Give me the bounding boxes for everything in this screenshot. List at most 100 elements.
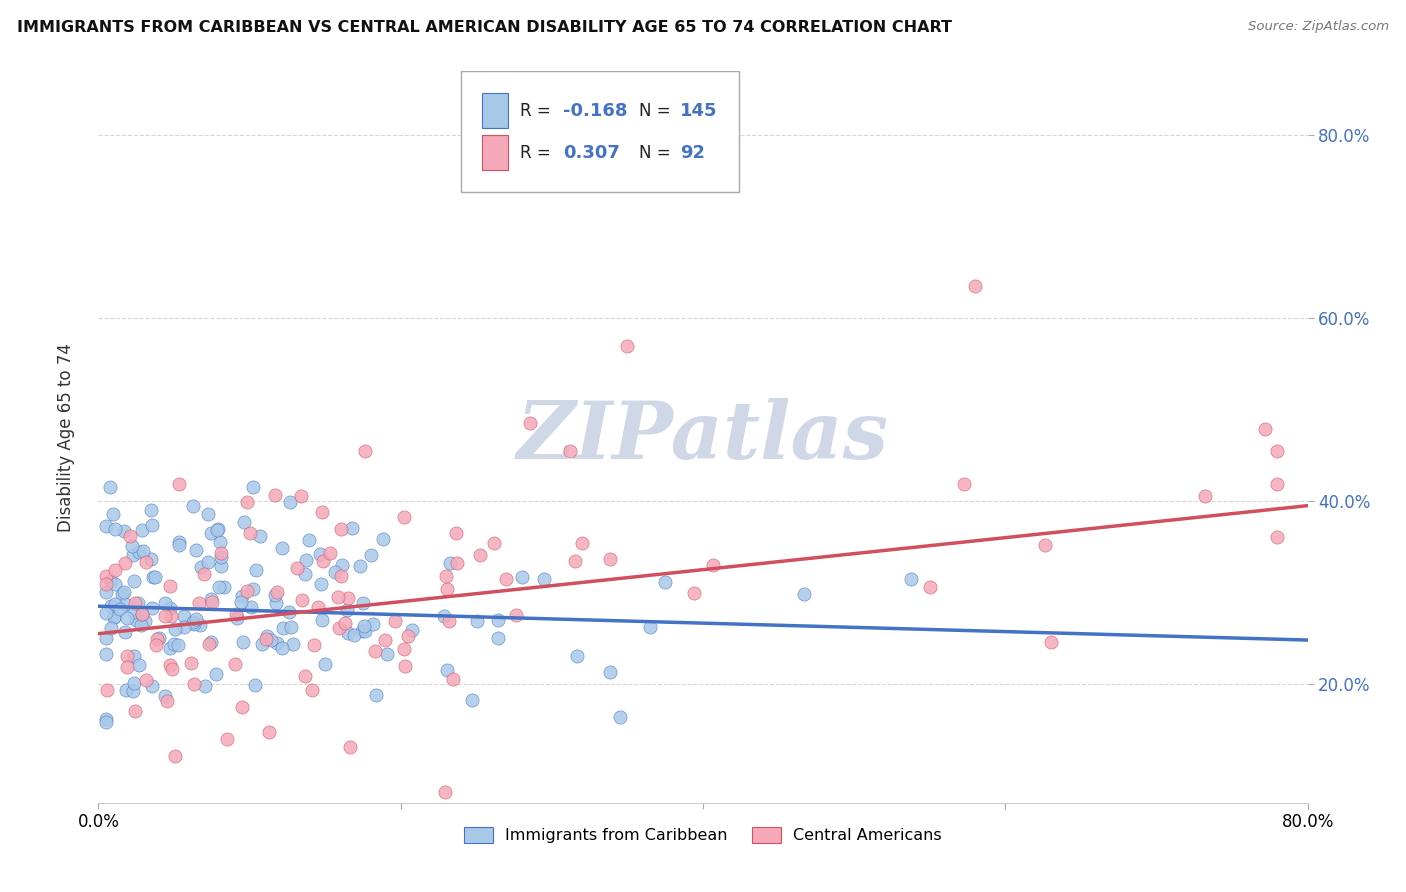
- Point: [361, 617, 384, 632]
- Point: [94, 632, 117, 646]
- Point: [965, 279, 987, 293]
- Point: [328, 621, 350, 635]
- Point: [312, 554, 335, 568]
- Legend: Immigrants from Caribbean, Central Americans: Immigrants from Caribbean, Central Ameri…: [457, 821, 949, 850]
- Point: [155, 608, 177, 623]
- Point: [366, 688, 388, 702]
- Point: [307, 600, 329, 615]
- Point: [181, 499, 204, 513]
- Point: [486, 614, 509, 628]
- Point: [280, 620, 302, 634]
- Point: [143, 570, 166, 584]
- Point: [159, 579, 181, 593]
- Point: [281, 637, 304, 651]
- Point: [127, 596, 149, 610]
- Point: [298, 533, 321, 548]
- Point: [326, 591, 349, 605]
- Point: [159, 658, 181, 673]
- Point: [953, 477, 976, 491]
- Point: [314, 657, 336, 671]
- Point: [257, 725, 280, 739]
- Point: [793, 587, 815, 601]
- Point: [599, 551, 621, 566]
- Point: [401, 624, 423, 638]
- Point: [124, 676, 146, 690]
- Point: [231, 589, 253, 603]
- Point: [232, 634, 254, 648]
- Point: [208, 535, 231, 549]
- Text: N =: N =: [638, 102, 676, 120]
- Point: [114, 556, 136, 570]
- Point: [510, 570, 533, 584]
- Point: [131, 523, 153, 537]
- Point: [135, 673, 157, 688]
- Point: [135, 555, 157, 569]
- Point: [167, 477, 190, 491]
- Point: [461, 692, 484, 706]
- Point: [124, 605, 146, 619]
- Point: [295, 553, 318, 567]
- Point: [250, 637, 273, 651]
- Point: [160, 609, 183, 624]
- Point: [236, 495, 259, 509]
- Point: [156, 694, 179, 708]
- Point: [599, 665, 621, 680]
- Point: [433, 608, 456, 623]
- Point: [125, 613, 148, 627]
- Point: [200, 595, 222, 609]
- Point: [519, 416, 541, 430]
- Point: [96, 683, 118, 698]
- Text: 92: 92: [681, 144, 704, 161]
- Point: [1033, 538, 1056, 552]
- Point: [468, 548, 491, 562]
- Point: [266, 585, 288, 599]
- Point: [141, 600, 163, 615]
- Point: [285, 561, 308, 575]
- Point: [153, 689, 176, 703]
- Point: [339, 740, 361, 755]
- Point: [104, 598, 127, 612]
- Point: [115, 660, 138, 674]
- Point: [505, 607, 527, 622]
- Point: [153, 596, 176, 610]
- Point: [495, 572, 517, 586]
- Point: [200, 525, 222, 540]
- Point: [141, 679, 163, 693]
- Point: [702, 558, 724, 573]
- Point: [239, 526, 262, 541]
- Point: [139, 502, 162, 516]
- Point: [242, 582, 264, 596]
- Point: [567, 649, 589, 664]
- Point: [264, 488, 287, 502]
- Point: [148, 631, 170, 645]
- Point: [271, 541, 294, 556]
- Point: [352, 624, 374, 639]
- Point: [243, 678, 266, 692]
- Point: [197, 555, 219, 569]
- Point: [94, 647, 117, 661]
- Point: [183, 616, 205, 631]
- Point: [434, 784, 457, 798]
- Text: R =: R =: [520, 102, 557, 120]
- Point: [264, 588, 287, 602]
- Point: [167, 534, 190, 549]
- Point: [254, 632, 277, 647]
- Point: [436, 582, 458, 596]
- Point: [571, 536, 593, 550]
- Point: [336, 591, 359, 605]
- Point: [375, 647, 398, 661]
- Point: [353, 624, 375, 639]
- Point: [100, 599, 122, 613]
- Point: [208, 580, 231, 594]
- Point: [183, 677, 205, 691]
- Point: [302, 638, 325, 652]
- Point: [94, 568, 117, 582]
- Point: [190, 560, 212, 574]
- Point: [444, 526, 467, 541]
- Point: [311, 613, 333, 627]
- Point: [616, 339, 638, 353]
- Point: [200, 634, 222, 648]
- Point: [396, 629, 419, 643]
- Point: [294, 567, 316, 582]
- Point: [104, 523, 127, 537]
